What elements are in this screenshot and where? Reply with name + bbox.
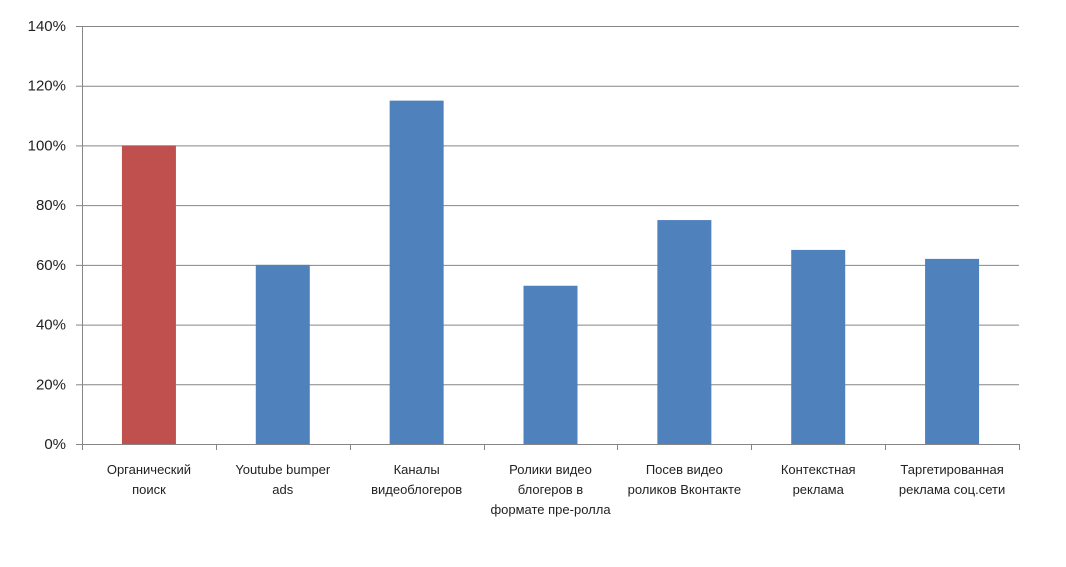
x-category-label: Контекстная реклама bbox=[781, 462, 856, 497]
y-tick-label: 120% bbox=[28, 78, 66, 95]
x-category-label: Youtube bumper ads bbox=[235, 462, 331, 497]
x-category-label-line: Контекстная bbox=[781, 462, 856, 477]
y-tick-label: 20% bbox=[36, 376, 66, 393]
x-category-label-line: поиск bbox=[132, 482, 166, 497]
y-tick-label: 100% bbox=[28, 137, 66, 154]
x-category-label-line: реклама соц.сети bbox=[899, 482, 1005, 497]
bar bbox=[121, 145, 176, 444]
x-category-label-line: Таргетированная bbox=[900, 462, 1003, 477]
y-tick-label: 40% bbox=[36, 317, 66, 334]
bar bbox=[389, 100, 444, 445]
x-category-label-line: блогеров в bbox=[518, 482, 583, 497]
x-category-label-line: Посев видео bbox=[646, 462, 723, 477]
x-category-label: Таргетированная реклама соц.сети bbox=[899, 462, 1005, 497]
x-category-label-line: видеоблогеров bbox=[371, 482, 462, 497]
x-category-label: Ролики видео блогеров в формате пре-ролла bbox=[490, 462, 611, 517]
x-category-label: Посев видео роликов Вконтакте bbox=[628, 462, 741, 497]
x-category-label: Органический поиск bbox=[107, 462, 191, 497]
x-category-label-line: роликов Вконтакте bbox=[628, 482, 741, 497]
x-category-label: Каналы видеоблогеров bbox=[371, 462, 462, 497]
x-category-label-line: Youtube bumper bbox=[235, 462, 331, 477]
bar bbox=[255, 264, 310, 444]
x-category-label-line: ads bbox=[272, 482, 293, 497]
x-category-label-line: реклама bbox=[793, 482, 845, 497]
x-category-label-line: Органический bbox=[107, 462, 191, 477]
bar bbox=[657, 220, 712, 444]
bar bbox=[523, 285, 578, 444]
x-category-label-line: Ролики видео bbox=[509, 462, 592, 477]
y-tick-label: 60% bbox=[36, 257, 66, 274]
bar bbox=[925, 258, 980, 444]
x-category-label-line: формате пре-ролла bbox=[490, 502, 611, 517]
y-tick-label: 80% bbox=[36, 197, 66, 214]
y-tick-label: 140% bbox=[28, 18, 66, 35]
x-category-label-line: Каналы bbox=[394, 462, 440, 477]
bar bbox=[791, 249, 846, 444]
y-tick-label: 0% bbox=[44, 436, 66, 453]
